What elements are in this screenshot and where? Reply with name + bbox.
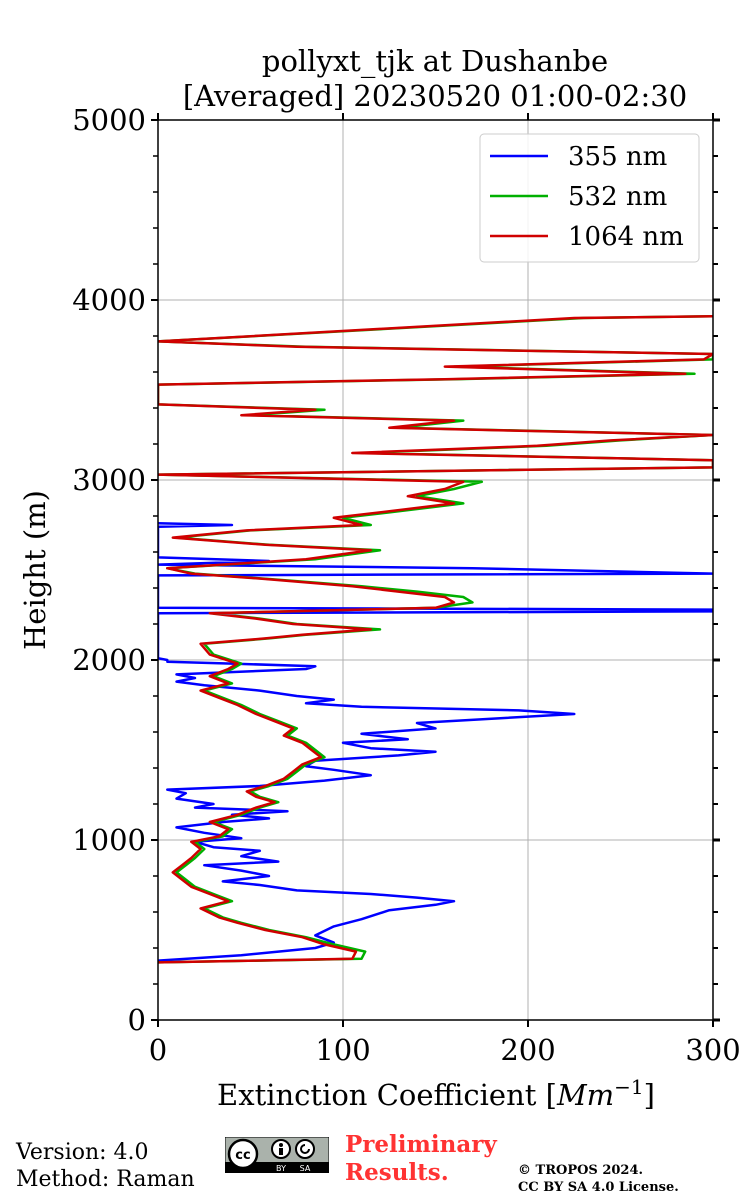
method-label: Method: Raman xyxy=(16,1167,195,1192)
series-line-355-nm xyxy=(158,521,713,962)
legend-label: 355 nm xyxy=(568,142,667,172)
x-tick-label: 200 xyxy=(500,1033,555,1067)
preliminary-results-label: Results. xyxy=(345,1159,449,1186)
y-tick-label: 0 xyxy=(128,1003,146,1037)
series-layer xyxy=(158,314,713,964)
x-axis-label-text: Extinction Coefficient [ xyxy=(217,1078,557,1112)
x-axis-label-unit: Mm xyxy=(556,1078,614,1112)
y-tick-label: 5000 xyxy=(72,103,146,137)
x-axis-label-exponent: −1 xyxy=(614,1075,643,1099)
legend: 355 nm 532 nm 1064 nm xyxy=(479,133,700,263)
y-axis-label: Height (m) xyxy=(18,490,52,650)
x-axis-label-close: ] xyxy=(644,1078,655,1112)
y-tick-label: 3000 xyxy=(72,463,146,497)
license-label: CC BY SA 4.0 License. xyxy=(518,1180,679,1195)
plot-frame xyxy=(157,119,714,1021)
y-tick-label: 2000 xyxy=(72,643,146,677)
x-tick-label: 0 xyxy=(149,1033,167,1067)
cc-badge-sa-text: SA xyxy=(300,1164,311,1173)
x-tick-label: 300 xyxy=(685,1033,740,1067)
y-tick-label: 4000 xyxy=(72,283,146,317)
preliminary-label: Preliminary xyxy=(345,1131,497,1158)
legend-box xyxy=(479,133,700,263)
series-line-1064-nm xyxy=(158,314,713,964)
version-label: Version: 4.0 xyxy=(16,1140,149,1165)
copyright-label: © TROPOS 2024. xyxy=(518,1163,644,1178)
x-axis-label: Extinction Coefficient [Mm−1] xyxy=(217,1075,655,1112)
legend-label: 1064 nm xyxy=(568,222,684,252)
cc-badge-by-text: BY xyxy=(276,1164,286,1173)
legend-label: 532 nm xyxy=(568,182,667,212)
chart-title-line1: pollyxt_tjk at Dushanbe xyxy=(262,44,608,79)
cc-badge-cc-text: cc xyxy=(235,1148,250,1163)
x-tick-label: 100 xyxy=(315,1033,370,1067)
y-tick-label: 1000 xyxy=(72,823,146,857)
cc-by-sa-icon: cc BY SA xyxy=(225,1137,329,1173)
chart-title-line2: [Averaged] 20230520 01:00-02:30 xyxy=(183,79,687,113)
